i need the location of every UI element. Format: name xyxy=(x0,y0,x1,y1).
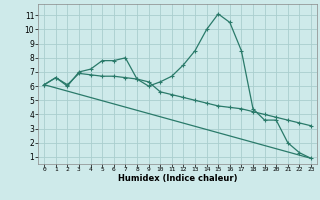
X-axis label: Humidex (Indice chaleur): Humidex (Indice chaleur) xyxy=(118,174,237,183)
